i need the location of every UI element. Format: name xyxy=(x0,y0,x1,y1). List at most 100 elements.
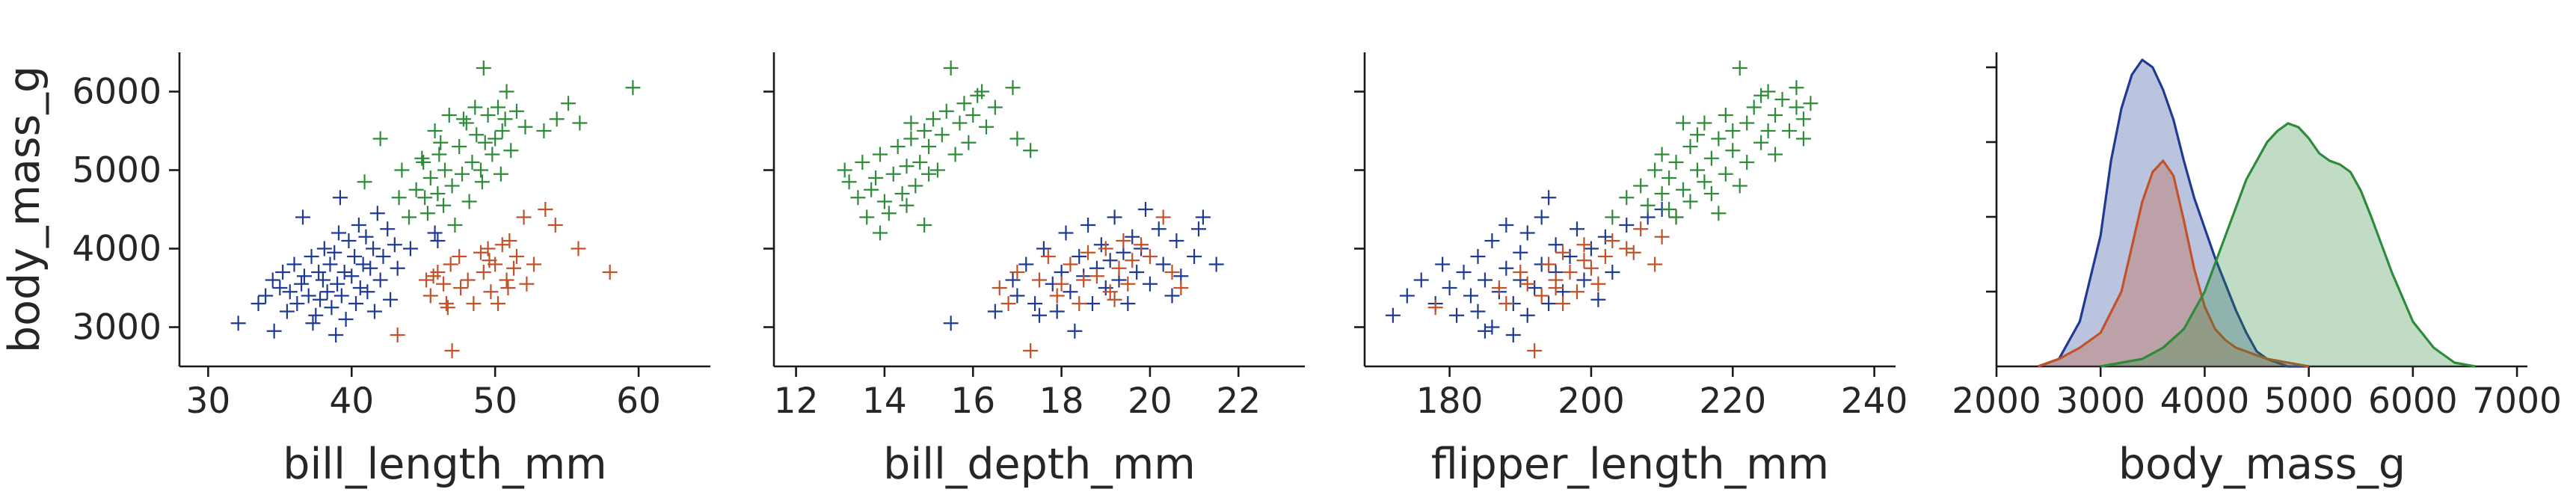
scatter-point xyxy=(1125,229,1140,245)
y-tick-label: 5000 xyxy=(72,150,162,191)
scatter-point xyxy=(894,186,910,201)
scatter-point xyxy=(1442,280,1457,295)
scatter-point xyxy=(1760,84,1776,99)
scatter-point xyxy=(1513,265,1528,280)
scatter-point xyxy=(1548,237,1564,253)
scatter-point xyxy=(491,296,505,311)
scatter-point xyxy=(1718,108,1733,123)
scatter-point xyxy=(1647,256,1663,272)
scatter-point xyxy=(987,304,1003,319)
scatter-point xyxy=(289,296,305,311)
x-tick-label: 4000 xyxy=(2160,381,2250,422)
scatter-point xyxy=(322,256,338,272)
scatter-point xyxy=(305,316,321,331)
scatter-point xyxy=(1080,245,1096,260)
scatter-point xyxy=(1385,307,1401,323)
scatter-point xyxy=(1803,96,1819,111)
scatter-point xyxy=(380,221,396,237)
scatter-point xyxy=(494,237,510,253)
scatter-point xyxy=(447,218,463,233)
scatter-point xyxy=(1555,245,1571,260)
scatter-point xyxy=(1036,241,1051,256)
scatter-point xyxy=(491,99,505,115)
scatter-point xyxy=(1697,174,1712,190)
scatter-point xyxy=(1732,61,1747,76)
scatter-point xyxy=(885,166,901,182)
kde-line xyxy=(2038,58,2309,368)
scatter-point xyxy=(979,119,994,135)
scatter-point xyxy=(476,61,491,76)
scatter-point xyxy=(1063,284,1078,300)
scatter-point xyxy=(1142,249,1158,264)
scatter-point xyxy=(1009,265,1025,280)
scatter-point xyxy=(324,300,339,316)
scatter-point xyxy=(430,233,446,248)
scatter-point xyxy=(1662,202,1677,217)
scatter-point xyxy=(383,292,399,307)
x-tick-label: 200 xyxy=(1558,381,1625,422)
scatter-point xyxy=(1155,209,1171,225)
scatter-point xyxy=(1477,272,1493,288)
scatter-point xyxy=(516,209,532,225)
scatter-point xyxy=(1076,272,1092,288)
scatter-point xyxy=(921,139,937,154)
scatter-point xyxy=(452,139,467,154)
x-tick-label: 3000 xyxy=(2056,381,2145,422)
scatter-point xyxy=(1576,237,1592,253)
scatter-point xyxy=(438,296,454,311)
scatter-point xyxy=(330,276,345,292)
kde-line xyxy=(2100,122,2476,368)
scatter-point xyxy=(503,143,519,159)
scatter-point xyxy=(1498,296,1514,311)
scatter-point xyxy=(444,178,460,194)
x-tick-label: 22 xyxy=(1216,381,1261,422)
y-tick-label: 3000 xyxy=(72,307,162,348)
scatter-point xyxy=(1633,221,1649,237)
scatter-point xyxy=(1089,268,1104,284)
x-axis-label: bill_length_mm xyxy=(283,440,606,489)
y-tick-label: 4000 xyxy=(72,229,162,270)
scatter-point xyxy=(908,178,923,194)
scatter-point xyxy=(1689,127,1705,143)
scatter-point xyxy=(328,328,344,342)
scatter-point xyxy=(250,296,266,311)
scatter-point xyxy=(519,276,535,292)
scatter-point xyxy=(952,115,968,131)
scatter-point xyxy=(440,300,455,316)
scatter-point xyxy=(414,150,430,166)
scatter-point xyxy=(536,123,552,138)
x-tick-label: 18 xyxy=(1039,381,1084,422)
scatter-point xyxy=(1676,115,1691,131)
scatter-point xyxy=(561,96,577,111)
scatter-point xyxy=(1125,253,1140,268)
scatter-point xyxy=(1597,249,1613,264)
scatter-point xyxy=(899,197,914,213)
scatter-point xyxy=(357,174,372,190)
scatter-point xyxy=(1151,221,1166,237)
scatter-point xyxy=(1619,190,1635,206)
scatter-point xyxy=(372,272,388,288)
scatter-point xyxy=(873,225,888,241)
scatter-point xyxy=(1668,209,1684,225)
scatter-point xyxy=(480,241,496,256)
x-tick-label: 50 xyxy=(473,381,517,422)
scatter-point xyxy=(366,304,382,319)
scatter-point xyxy=(366,241,381,256)
scatter-point xyxy=(1739,115,1755,131)
scatter-point xyxy=(369,206,385,221)
scatter-point xyxy=(294,276,310,292)
scatter-point xyxy=(1484,319,1500,335)
scatter-point xyxy=(1640,197,1656,213)
scatter-point xyxy=(460,272,476,288)
scatter-point xyxy=(1195,209,1211,225)
scatter-point xyxy=(956,96,972,111)
scatter-point xyxy=(372,131,388,147)
scatter-point xyxy=(1703,186,1719,201)
scatter-point xyxy=(526,256,541,272)
scatter-point xyxy=(436,276,452,292)
scatter-point xyxy=(506,260,522,276)
scatter-point xyxy=(538,202,553,217)
scatter-point xyxy=(387,237,402,253)
scatter-point xyxy=(466,296,482,311)
scatter-point xyxy=(467,99,483,115)
